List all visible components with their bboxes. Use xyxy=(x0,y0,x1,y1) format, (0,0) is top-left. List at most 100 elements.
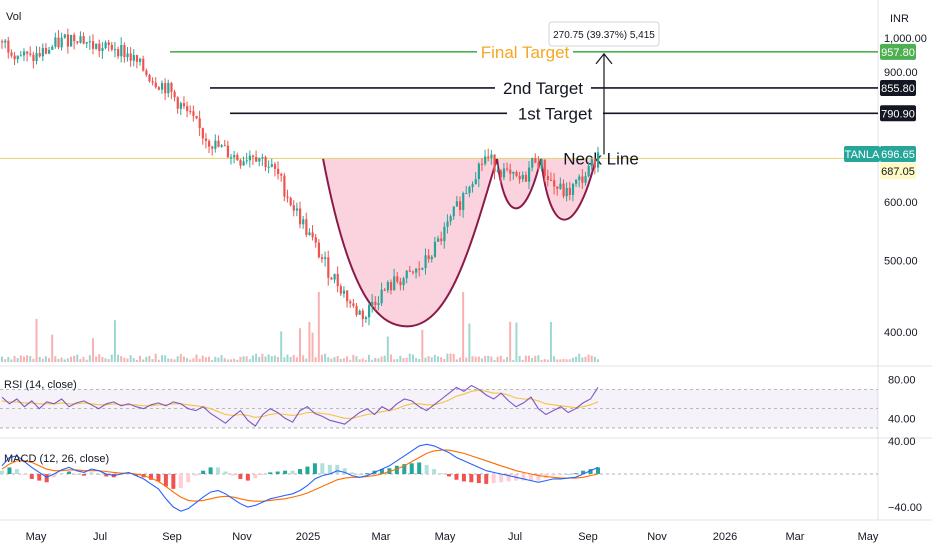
target-levels: Neck Line Final Target 2nd Target 1st Targe… xyxy=(0,41,878,168)
candle-body xyxy=(308,232,311,235)
candle-body xyxy=(427,255,430,260)
candle-body xyxy=(584,176,587,183)
candle-body xyxy=(239,160,242,166)
time-tick-label: May xyxy=(858,531,879,543)
candle-body xyxy=(16,55,19,60)
currency-label[interactable]: INR xyxy=(890,13,909,25)
candle-body xyxy=(289,197,292,206)
volume-bar xyxy=(584,356,587,362)
candle-body xyxy=(242,161,245,166)
measure-box xyxy=(548,21,660,47)
measure-text: 270.75 (39.37%) 5,415 xyxy=(553,30,655,41)
candle-body xyxy=(95,43,98,49)
candle-body xyxy=(195,115,198,119)
volume-bar xyxy=(556,359,559,362)
volume-bar xyxy=(4,359,7,362)
macd-histogram-bar xyxy=(7,467,12,474)
candle-body xyxy=(355,305,358,315)
candle-body xyxy=(277,168,280,175)
volume-bar xyxy=(242,356,245,362)
price-axis[interactable]: 1,000.00 900.00 600.00 500.00 400.00 957.80 85… xyxy=(844,33,927,339)
volume-bar xyxy=(559,359,562,362)
candle-body xyxy=(342,290,346,294)
candle-body xyxy=(164,83,167,94)
final-target-badge-text: 957.80 xyxy=(881,47,915,59)
volume-bar xyxy=(160,355,163,362)
candle-body xyxy=(339,286,342,294)
second-target-label: 2nd Target xyxy=(503,79,583,98)
volume-bar xyxy=(151,359,154,362)
candle-body xyxy=(565,187,568,197)
volume-bar xyxy=(29,356,32,362)
candle-body xyxy=(327,257,330,278)
candle-body xyxy=(179,103,182,109)
candle-body xyxy=(192,111,195,116)
candle-body xyxy=(186,106,189,112)
volume-bar xyxy=(502,359,505,362)
volume-bar xyxy=(41,358,44,362)
volume-bar xyxy=(70,356,73,362)
volume-bar xyxy=(597,359,599,362)
candle-body xyxy=(267,166,270,168)
volume-bar xyxy=(98,354,101,362)
candle-body xyxy=(364,317,368,320)
macd-histogram-bar xyxy=(454,474,459,480)
volume-bar xyxy=(458,357,461,362)
volume-bar xyxy=(518,356,521,362)
volume-bar xyxy=(258,356,261,362)
candle-body xyxy=(493,154,496,172)
volume-bar xyxy=(79,359,82,362)
candle-body xyxy=(261,157,264,159)
volume-bar xyxy=(164,355,167,362)
volume-bar xyxy=(493,359,496,362)
volume-bar xyxy=(524,355,527,362)
volume-bar xyxy=(371,359,374,362)
macd-histogram-bar xyxy=(476,474,481,484)
macd-histogram-bar xyxy=(596,467,600,474)
candle-body xyxy=(465,193,468,195)
candle-body xyxy=(546,176,550,180)
candle-body xyxy=(104,42,107,49)
macd-histogram-bar xyxy=(238,474,243,479)
macd-histogram-bar xyxy=(37,474,42,481)
volume-bar xyxy=(355,356,358,362)
volume-bar xyxy=(320,354,323,362)
volume-bar xyxy=(578,353,581,362)
macd-histogram-bar xyxy=(350,472,355,474)
candle-body xyxy=(142,58,145,71)
candle-body xyxy=(214,140,217,149)
price-tick-label: 400.00 xyxy=(884,327,918,339)
candle-body xyxy=(98,43,101,52)
volume-bar xyxy=(537,355,540,362)
candle-body xyxy=(452,206,455,217)
volume-bar xyxy=(336,356,339,362)
volume-bar xyxy=(299,328,301,362)
volume-bar xyxy=(471,356,474,362)
candle-body xyxy=(358,310,361,315)
time-tick-label: Jul xyxy=(508,531,522,543)
macd-histogram-bar xyxy=(74,474,79,475)
volume-bar xyxy=(63,359,66,362)
macd-histogram-bar xyxy=(491,474,496,484)
macd-histogram-bar xyxy=(216,467,221,474)
macd-histogram-bar xyxy=(447,474,451,477)
candle-body xyxy=(559,183,562,189)
macd-histogram-bar xyxy=(461,474,466,482)
time-axis[interactable]: May Jul Sep Nov 2025 Mar May Jul Sep Nov 2026 Mar Ma… xyxy=(26,531,879,543)
measure-tool[interactable]: 270.75 (39.37%) 5,415 xyxy=(548,21,660,155)
candle-body xyxy=(399,281,402,286)
candle-body xyxy=(537,162,540,169)
volume-bar xyxy=(148,355,151,362)
candle-body xyxy=(223,145,226,147)
candle-body xyxy=(117,49,120,57)
macd-histogram-bar xyxy=(0,470,4,474)
volume-bar xyxy=(117,354,120,362)
volume-bar xyxy=(565,359,568,362)
volume-bar xyxy=(211,359,214,362)
volume-bar xyxy=(233,358,236,362)
volume-bar xyxy=(135,359,138,362)
volume-bar xyxy=(57,358,60,362)
volume-bar xyxy=(402,358,405,362)
candle-body xyxy=(330,277,333,280)
